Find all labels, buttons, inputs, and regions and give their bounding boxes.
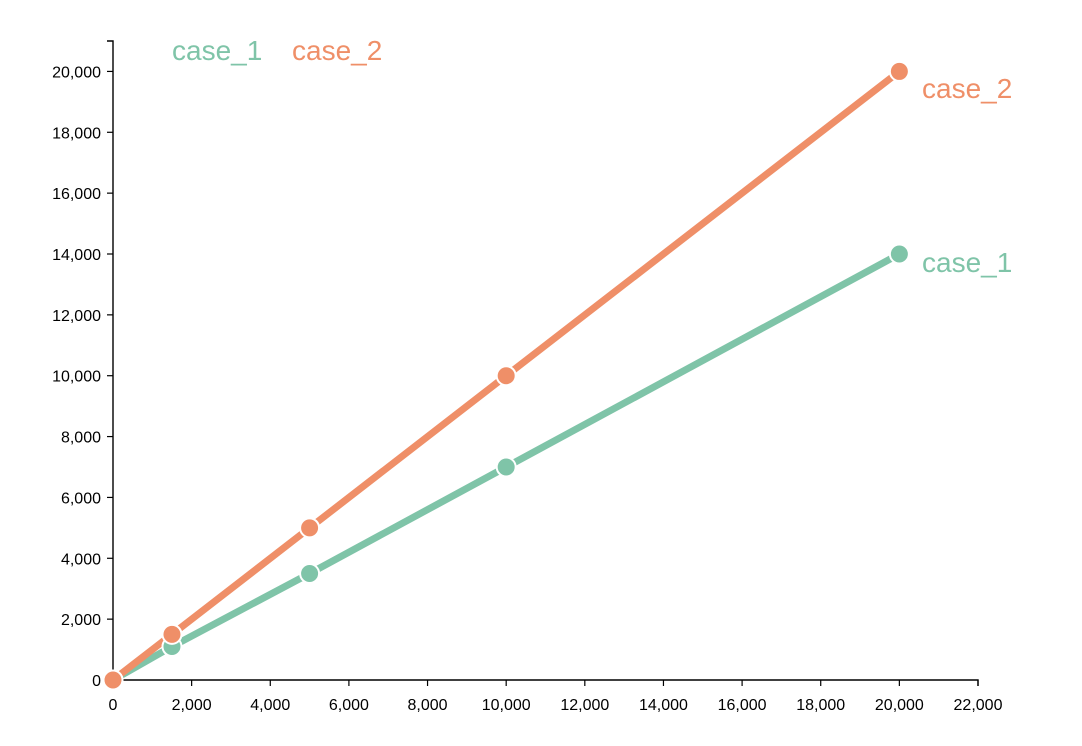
x-tick-label: 2,000	[172, 697, 212, 714]
y-tick-label: 14,000	[52, 247, 101, 264]
legend-case-2: case_2	[292, 35, 382, 66]
data-point-case-1	[299, 563, 321, 584]
series-end-labels: case_2 case_1	[922, 73, 1012, 278]
data-point-case-2	[102, 669, 124, 691]
x-tick-label: 4,000	[250, 697, 290, 714]
x-tick-label: 0	[109, 697, 118, 714]
x-tick-label: 12,000	[560, 697, 609, 714]
x-axis: 0 2,000 4,000 6,000 8,000 10,000 12,000 14,000 1…	[109, 679, 1003, 714]
y-tick-label: 2,000	[61, 612, 101, 629]
y-tick-label: 8,000	[61, 430, 101, 447]
x-tick-label: 16,000	[718, 697, 767, 714]
y-tick-label: 18,000	[52, 125, 101, 142]
x-tick-label: 8,000	[408, 697, 448, 714]
x-tick-label: 14,000	[639, 697, 688, 714]
data-point-case-2	[495, 365, 517, 387]
y-tick-label: 12,000	[52, 308, 101, 325]
y-tick-label: 6,000	[61, 490, 101, 507]
y-tick-label: 20,000	[52, 64, 101, 81]
data-point-case-2	[161, 623, 183, 645]
x-axis-line	[112, 679, 979, 686]
y-axis: 0 2,000 4,000 6,000 8,000 10,000 12,000 14,000 1…	[52, 40, 114, 690]
series-label-case-2: case_2	[922, 73, 1012, 104]
x-tick-label: 22,000	[954, 697, 1003, 714]
x-tick-label: 6,000	[329, 697, 369, 714]
series-group	[102, 60, 910, 691]
y-tick-label: 10,000	[52, 369, 101, 386]
x-tick-label: 10,000	[482, 697, 531, 714]
y-tick-label: 16,000	[52, 186, 101, 203]
data-point-case-1	[888, 243, 910, 265]
y-axis-line	[107, 40, 114, 681]
x-tick-label: 18,000	[796, 697, 845, 714]
legend-case-1: case_1	[172, 35, 262, 66]
y-tick-label: 0	[92, 673, 101, 690]
series-label-case-1: case_1	[922, 247, 1012, 278]
x-tick-label: 20,000	[875, 697, 924, 714]
y-tick-label: 4,000	[61, 551, 101, 568]
data-point-case-2	[888, 60, 910, 82]
legend: case_1 case_2	[172, 35, 382, 66]
data-point-case-2	[299, 517, 321, 539]
data-point-case-1	[495, 456, 517, 478]
